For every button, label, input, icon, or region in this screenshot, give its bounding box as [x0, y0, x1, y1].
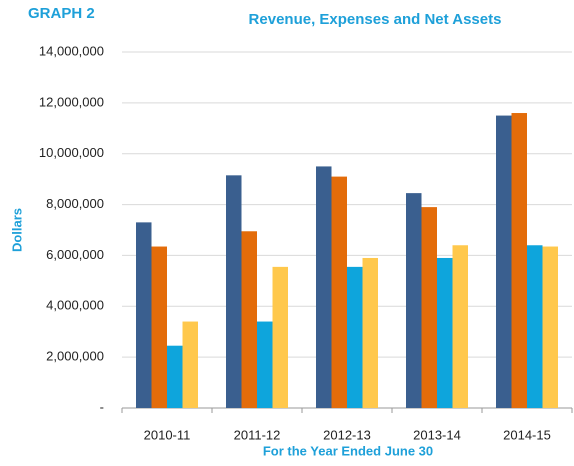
- x-tick-label: 2013-14: [413, 427, 461, 442]
- x-axis-label: For the Year Ended June 30: [263, 443, 433, 458]
- bar: [257, 321, 273, 408]
- x-tick-label: 2012-13: [323, 427, 371, 442]
- bar: [347, 266, 363, 408]
- graph-label: GRAPH 2: [28, 5, 95, 22]
- y-tick-label: 12,000,000: [39, 94, 104, 109]
- bar: [151, 246, 167, 408]
- bar: [167, 345, 183, 408]
- x-tick-label: 2010-11: [144, 427, 191, 442]
- y-tick-label: 14,000,000: [39, 43, 104, 58]
- bar: [437, 257, 453, 408]
- bar: [542, 246, 558, 408]
- y-tick-label: 10,000,000: [39, 145, 104, 160]
- bar: [331, 176, 347, 408]
- y-tick-label: 2,000,000: [46, 349, 104, 364]
- chart-title: Revenue, Expenses and Net Assets: [249, 11, 502, 28]
- bar: [272, 266, 288, 408]
- y-axis-label: Dollars: [9, 208, 24, 252]
- bar: [406, 193, 422, 408]
- bar: [421, 207, 437, 408]
- y-tick-label: 4,000,000: [46, 298, 104, 313]
- bar: [226, 175, 242, 408]
- x-tick-label: 2014-15: [503, 427, 551, 442]
- y-tick-label: 8,000,000: [46, 196, 104, 211]
- bar: [316, 166, 332, 408]
- bar: [452, 245, 468, 408]
- y-tick-label: 6,000,000: [46, 247, 104, 262]
- bar: [496, 115, 512, 409]
- bar: [362, 257, 378, 408]
- bar: [136, 222, 152, 408]
- bar: [511, 113, 527, 409]
- bar: [241, 231, 257, 408]
- bar: [527, 245, 543, 408]
- y-tick-label: -: [100, 399, 104, 414]
- x-tick-label: 2011-12: [234, 427, 281, 442]
- bar: [182, 321, 198, 408]
